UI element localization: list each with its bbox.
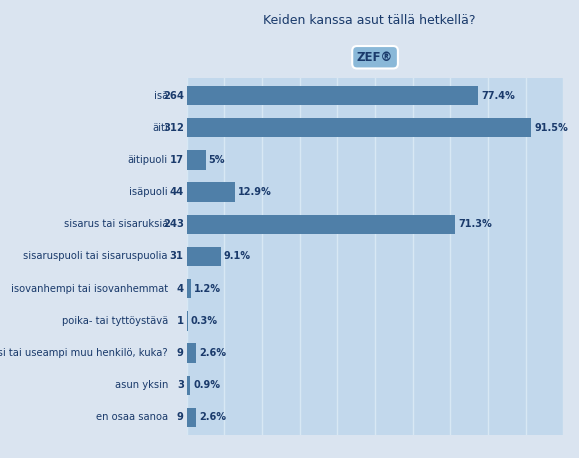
- Text: 243: 243: [163, 219, 184, 229]
- Text: sisarus tai sisaruksia: sisarus tai sisaruksia: [64, 219, 168, 229]
- Text: 264: 264: [163, 91, 184, 101]
- Text: sisaruspuoli tai sisaruspuolia: sisaruspuoli tai sisaruspuolia: [23, 251, 168, 262]
- Text: 31: 31: [170, 251, 184, 262]
- Text: 9: 9: [177, 348, 184, 358]
- Text: 0.9%: 0.9%: [193, 380, 220, 390]
- Bar: [186, 118, 532, 137]
- Text: 312: 312: [163, 123, 184, 133]
- Text: 2.6%: 2.6%: [200, 348, 226, 358]
- Text: en osaa sanoa: en osaa sanoa: [96, 412, 168, 422]
- Bar: [186, 279, 191, 298]
- Text: 0.3%: 0.3%: [191, 316, 218, 326]
- Text: 9.1%: 9.1%: [224, 251, 251, 262]
- Text: 77.4%: 77.4%: [481, 91, 515, 101]
- Text: 12.9%: 12.9%: [239, 187, 272, 197]
- Text: poika- tai tyttöystävä: poika- tai tyttöystävä: [61, 316, 168, 326]
- Text: isä: isä: [153, 91, 168, 101]
- Text: 5%: 5%: [208, 155, 225, 165]
- Text: 9: 9: [177, 412, 184, 422]
- Bar: [186, 376, 190, 395]
- Text: 1: 1: [177, 316, 184, 326]
- Bar: [186, 150, 206, 169]
- Text: äitipuoli: äitipuoli: [128, 155, 168, 165]
- Bar: [186, 215, 455, 234]
- Bar: [186, 86, 478, 105]
- Text: 17: 17: [170, 155, 184, 165]
- Text: isäpuoli: isäpuoli: [129, 187, 168, 197]
- Text: 71.3%: 71.3%: [459, 219, 492, 229]
- Text: Keiden kanssa asut tällä hetkellä?: Keiden kanssa asut tällä hetkellä?: [263, 15, 475, 27]
- Bar: [186, 247, 221, 266]
- Text: isovanhempi tai isovanhemmat: isovanhempi tai isovanhemmat: [11, 284, 168, 294]
- Bar: [186, 408, 196, 427]
- Text: 1.2%: 1.2%: [194, 284, 221, 294]
- Text: 4: 4: [177, 284, 184, 294]
- Text: 91.5%: 91.5%: [534, 123, 568, 133]
- Text: yksi tai useampi muu henkilö, kuka?: yksi tai useampi muu henkilö, kuka?: [0, 348, 168, 358]
- Text: asun yksin: asun yksin: [115, 380, 168, 390]
- Bar: [186, 182, 235, 202]
- Text: äiti: äiti: [152, 123, 168, 133]
- Text: ZEF®: ZEF®: [357, 51, 393, 64]
- Text: 2.6%: 2.6%: [200, 412, 226, 422]
- Bar: [186, 311, 188, 331]
- Bar: [186, 344, 196, 363]
- Text: 44: 44: [170, 187, 184, 197]
- Text: 3: 3: [177, 380, 184, 390]
